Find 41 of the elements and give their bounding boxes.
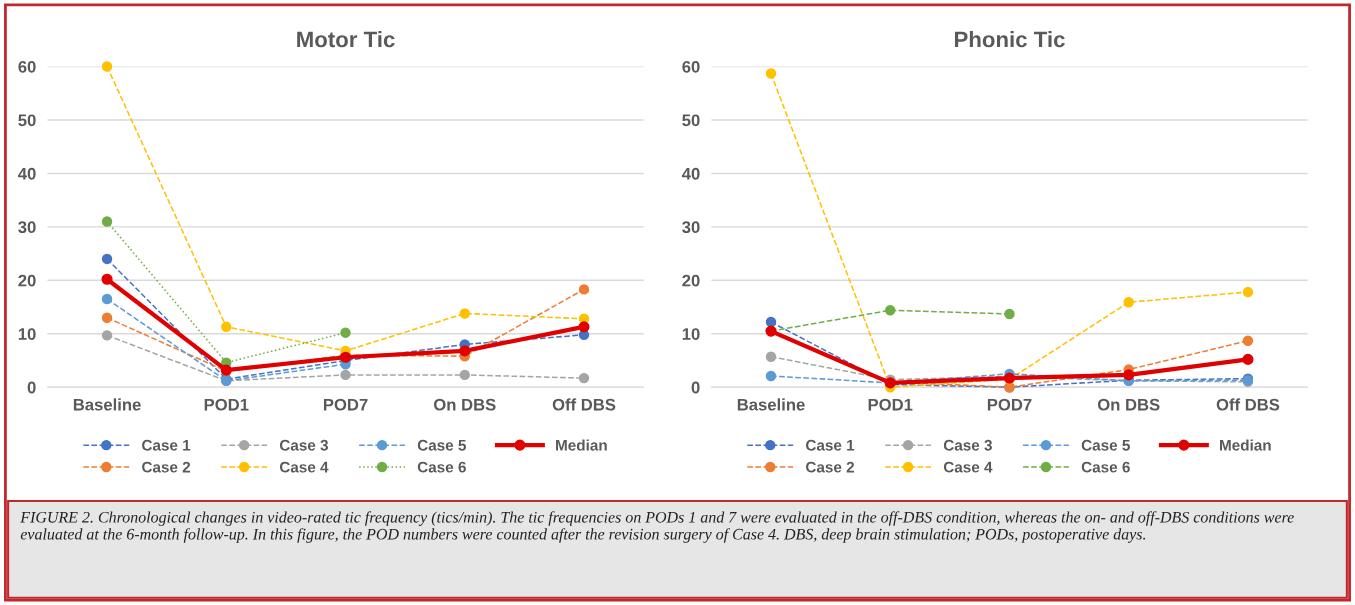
y-tick-label: 50 xyxy=(18,114,36,127)
y-tick-label: 10 xyxy=(18,328,36,340)
y-tick-label: 0 xyxy=(691,381,700,394)
y-tick-label: 40 xyxy=(18,167,36,180)
y-tick-label: 40 xyxy=(681,167,700,180)
legend-label: Case 1 xyxy=(806,439,855,451)
caption: FIGURE 2. Chronological changes in video-rated tic frequency (tics/min). The tic frequencies on PODs 1 and 7 were evaluated in the off-DBS condition, whereas the on- and off-DBS conditions were evaluated at the 6-month follow-up. In this figure, the POD numbers were counted after the revision surgery of Case 4. DBS, deep brain stimulation; PODs, postoperative days. xyxy=(20,511,1294,543)
legend-label: Case 1 xyxy=(142,439,191,451)
x-tick-label: Baseline xyxy=(737,398,805,411)
chart-title: Phonic Tic xyxy=(954,31,1065,48)
y-tick-label: 20 xyxy=(18,274,36,287)
x-tick-label: On DBS xyxy=(433,398,496,411)
legend-label: Median xyxy=(556,439,607,451)
x-tick-label: POD7 xyxy=(987,398,1032,411)
legend-label: Case 2 xyxy=(142,461,191,473)
legend-label: Case 5 xyxy=(1081,439,1130,451)
x-tick-label: On DBS xyxy=(1097,398,1160,411)
y-tick-label: 20 xyxy=(682,274,700,287)
y-tick-label: 60 xyxy=(18,60,36,73)
y-tick-label: 10 xyxy=(682,328,700,340)
y-tick-label: 0 xyxy=(27,381,36,394)
chart-title: Motor Tic xyxy=(297,31,395,48)
legend-label: Case 5 xyxy=(417,439,467,451)
legend-label: Case 6 xyxy=(1081,461,1130,473)
legend-label: Median xyxy=(1220,439,1271,451)
legend-label: Case 4 xyxy=(943,461,993,473)
legend-label: Case 6 xyxy=(417,461,466,473)
x-tick-label: POD7 xyxy=(323,398,368,411)
x-tick-label: Off DBS xyxy=(552,398,616,411)
x-tick-label: POD1 xyxy=(868,398,913,411)
legend-label: Case 2 xyxy=(806,461,855,473)
legend-label: Case 3 xyxy=(279,439,329,451)
x-tick-label: Off DBS xyxy=(1216,398,1280,411)
x-tick-label: POD1 xyxy=(204,398,249,411)
y-tick-label: 30 xyxy=(18,221,36,234)
y-tick-label: 60 xyxy=(682,60,700,73)
x-tick-label: Baseline xyxy=(73,398,141,411)
y-tick-label: 50 xyxy=(682,114,700,127)
legend-label: Case 3 xyxy=(943,439,992,451)
legend-label: Case 4 xyxy=(279,461,329,473)
y-tick-label: 30 xyxy=(682,221,700,234)
